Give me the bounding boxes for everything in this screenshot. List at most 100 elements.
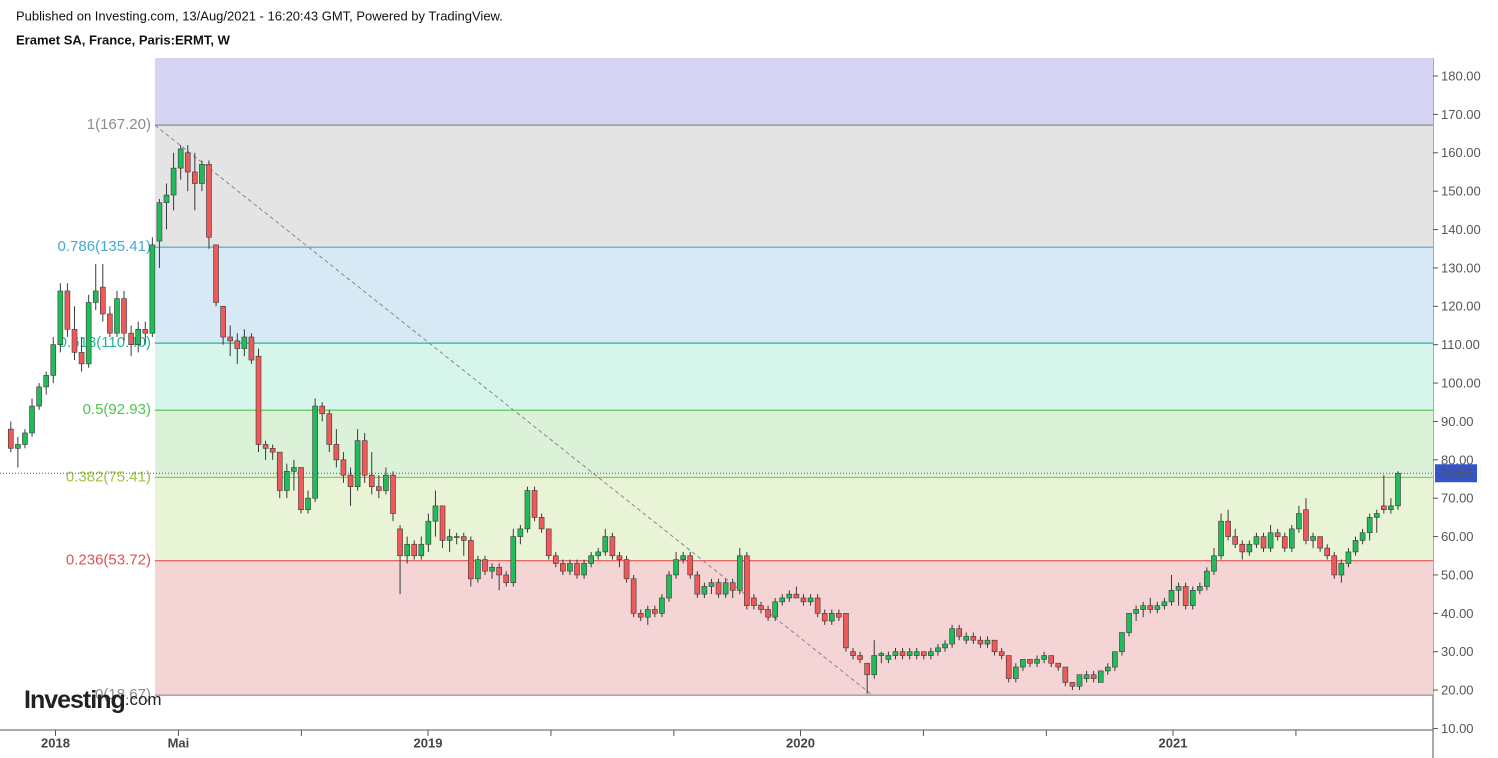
candle-body	[397, 528, 403, 557]
candle-body	[963, 636, 970, 641]
candle-body	[114, 298, 120, 334]
candle-body	[1281, 536, 1288, 549]
candle-body	[78, 352, 85, 365]
candle-body	[1076, 674, 1083, 687]
candle-body	[1027, 659, 1033, 664]
candle-body	[786, 593, 793, 599]
candle-body	[1147, 605, 1154, 610]
candle-body	[248, 336, 255, 361]
candle-body	[1373, 513, 1380, 518]
candle-body	[128, 332, 134, 345]
fib-level-label: 0(18.67)	[95, 686, 151, 703]
candle-body	[340, 459, 347, 476]
candle-body	[680, 555, 686, 560]
x-tick-label: 2019	[414, 735, 443, 750]
candle-body	[1189, 590, 1196, 606]
x-tick-label: 2021	[1159, 735, 1188, 750]
x-tick-label: 2018	[41, 735, 70, 750]
candle-body	[220, 306, 226, 338]
y-tick-label: 130.00	[1441, 260, 1481, 275]
candle-body	[524, 490, 531, 530]
candle-body	[184, 152, 191, 173]
candle-body	[432, 505, 439, 522]
candle-body	[1161, 601, 1168, 606]
candle-body	[475, 559, 481, 580]
y-tick-label: 10.00	[1441, 721, 1474, 736]
y-tick-label: 150.00	[1441, 184, 1481, 199]
fib-level-label: 0.382(75.41)	[66, 468, 151, 485]
candle-body	[404, 543, 410, 557]
candle-body	[970, 636, 977, 641]
candle-body	[538, 517, 545, 530]
logo-suffix: .com	[125, 690, 162, 709]
candle-body	[142, 329, 149, 334]
candle-body	[29, 405, 35, 434]
candle-body	[609, 536, 616, 557]
candle-body	[715, 582, 722, 595]
fib-zone	[154, 125, 1433, 248]
candle-body	[326, 413, 333, 445]
candle-body	[736, 555, 743, 591]
fib-zone	[154, 410, 1433, 478]
candle-body	[206, 164, 212, 238]
candle-body	[227, 336, 234, 342]
candle-body	[687, 555, 694, 576]
candle-body	[92, 290, 99, 303]
candle-body	[630, 578, 637, 614]
candle-body	[1232, 536, 1239, 545]
candle-body	[708, 582, 715, 587]
candle-body	[1105, 666, 1111, 672]
candle-body	[1352, 540, 1359, 553]
candle-body	[878, 653, 885, 656]
candle-body	[1133, 609, 1139, 614]
y-tick-label: 50.00	[1441, 567, 1474, 582]
candle-body	[1303, 509, 1309, 541]
y-tick-label: 90.00	[1441, 414, 1474, 429]
candle-body	[383, 474, 389, 491]
candle-body	[1013, 666, 1019, 679]
candle-body	[1119, 632, 1125, 653]
candle-body	[57, 290, 64, 345]
candle-body	[354, 440, 361, 487]
candle-body	[800, 597, 807, 603]
candle-body	[1126, 613, 1132, 633]
candle-body	[192, 171, 198, 184]
candle-body	[1218, 520, 1224, 557]
candle-body	[531, 490, 538, 518]
candle-body	[135, 329, 141, 345]
y-tick-label: 20.00	[1441, 683, 1474, 698]
candle-body	[701, 586, 708, 595]
candle-body	[107, 313, 113, 334]
candle-body	[1289, 528, 1295, 549]
candle-body	[284, 471, 290, 491]
candle-body	[751, 597, 757, 606]
y-tick-label: 40.00	[1441, 606, 1474, 621]
fib-zone	[154, 58, 1433, 126]
candle-body	[8, 428, 14, 449]
candle-body	[935, 647, 941, 653]
candle-body	[942, 643, 948, 649]
candle-body	[1083, 674, 1090, 679]
candle-body	[616, 555, 623, 560]
candle-body	[744, 555, 750, 606]
y-tick-label: 180.00	[1441, 68, 1481, 83]
candle-body	[899, 651, 906, 656]
candle-body	[850, 651, 856, 656]
candle-body	[828, 613, 835, 622]
y-tick-label: 80.00	[1441, 452, 1474, 467]
candle-body	[793, 593, 800, 599]
candle-body	[595, 551, 602, 557]
candle-body	[85, 302, 92, 365]
candle-body	[567, 563, 573, 572]
candle-body	[1253, 536, 1260, 545]
candle-body	[581, 563, 587, 576]
candle-body	[439, 505, 446, 541]
candle-body	[722, 582, 729, 595]
candle-body	[418, 543, 425, 557]
candle-body	[574, 563, 580, 576]
candle-body	[1041, 655, 1047, 660]
candle-body	[425, 520, 432, 545]
candle-body	[949, 628, 955, 645]
fib-level-label: 0.236(53.72)	[66, 552, 151, 569]
candle-body	[920, 651, 927, 656]
